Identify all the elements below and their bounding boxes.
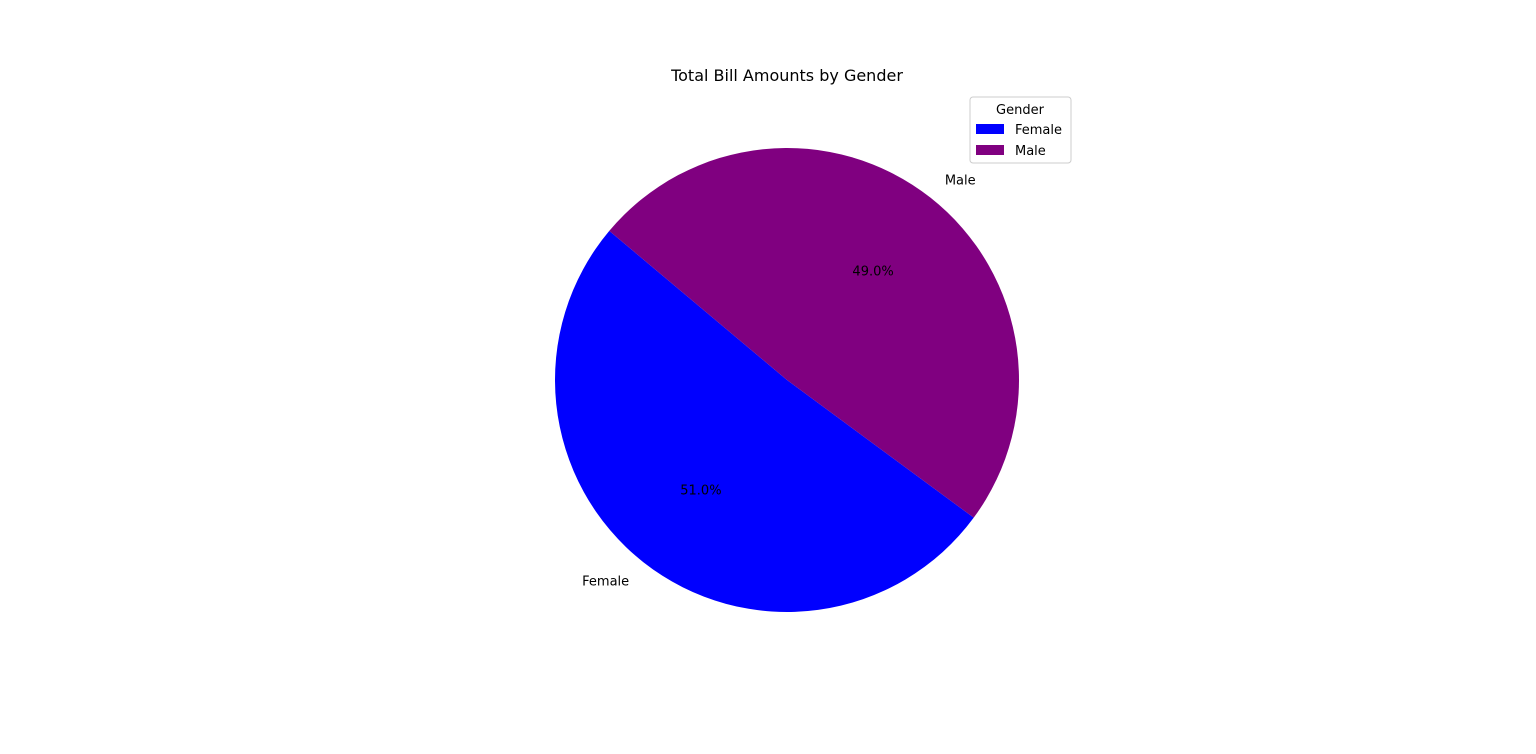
slice-label-female: Female [582, 575, 629, 590]
pie-labels: Female 51.0% Male 49.0% [582, 173, 975, 589]
legend-title: Gender [996, 103, 1045, 118]
legend-swatch-female [976, 124, 1004, 134]
percent-label-male: 49.0% [852, 265, 893, 280]
pie-slice-male [609, 148, 1019, 518]
pie-slice-female [554, 230, 974, 613]
chart-title: Total Bill Amounts by Gender [670, 66, 903, 85]
legend: Gender Female Male [969, 96, 1072, 164]
legend-entries: Female Male [976, 123, 1062, 159]
legend-label-female: Female [1015, 123, 1062, 138]
pie-slices [554, 148, 1019, 613]
legend-label-male: Male [1015, 144, 1046, 159]
legend-swatch-male [976, 145, 1004, 155]
slice-label-male: Male [945, 173, 976, 188]
percent-label-female: 51.0% [680, 483, 721, 498]
